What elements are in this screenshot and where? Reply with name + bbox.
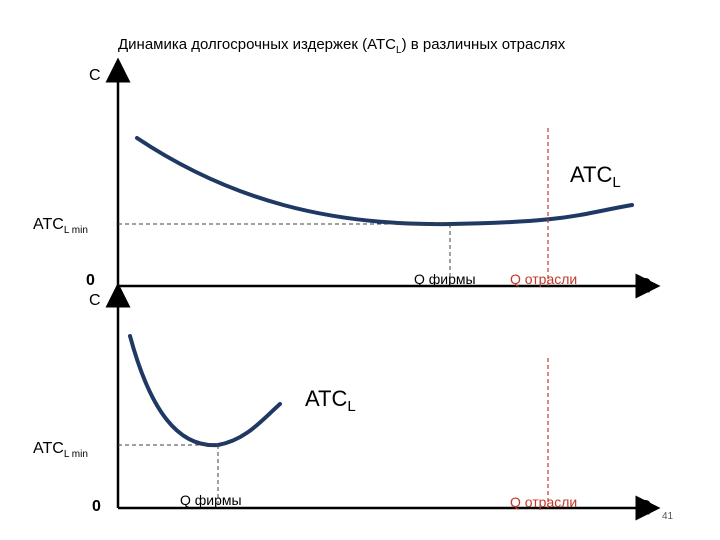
- bottom-min-label: ATCL min: [33, 440, 88, 461]
- page-number: 41: [662, 511, 674, 522]
- bottom-origin-label: 0: [92, 498, 101, 515]
- top-atc-curve: [135, 136, 634, 227]
- top-firm-q-label: Q фирмы: [414, 271, 476, 287]
- top-y-axis-label: C: [89, 67, 101, 84]
- top-origin-label: 0: [86, 272, 95, 289]
- top-industry-q-label: Q отрасли: [510, 271, 578, 287]
- bottom-atc-curve: [128, 334, 282, 448]
- bottom-firm-q-label: Q фирмы: [180, 492, 242, 508]
- page-title: Динамика долгосрочных издержек (ATCL) в …: [118, 36, 566, 56]
- bottom-curve-label: ATCL: [305, 386, 356, 415]
- bottom-x-axis-label: Q: [639, 498, 652, 515]
- top-curve-label: ATCL: [570, 162, 621, 191]
- top-min-label: ATCL min: [33, 216, 88, 237]
- bottom-y-axis-label: C: [89, 292, 101, 309]
- bottom-industry-q-label: Q отрасли: [510, 494, 578, 510]
- top-x-axis-label: Q: [639, 276, 652, 293]
